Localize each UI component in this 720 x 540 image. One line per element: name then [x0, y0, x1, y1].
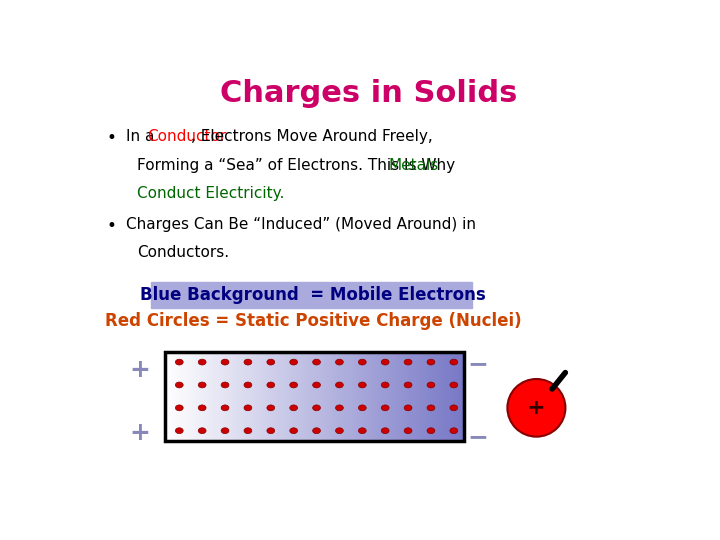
Text: Conduct Electricity.: Conduct Electricity.	[138, 186, 285, 201]
Circle shape	[382, 405, 389, 411]
Circle shape	[176, 428, 183, 434]
Circle shape	[312, 405, 320, 411]
Text: Metals: Metals	[389, 158, 438, 172]
Circle shape	[244, 405, 252, 411]
Circle shape	[198, 428, 206, 434]
Circle shape	[427, 382, 435, 388]
Circle shape	[221, 405, 229, 411]
Circle shape	[312, 359, 320, 365]
Text: , Electrons Move Around Freely,: , Electrons Move Around Freely,	[191, 129, 433, 144]
Text: +: +	[130, 421, 150, 445]
Circle shape	[382, 359, 389, 365]
Circle shape	[450, 382, 458, 388]
Circle shape	[382, 428, 389, 434]
Circle shape	[289, 428, 297, 434]
Circle shape	[176, 405, 183, 411]
Circle shape	[404, 359, 412, 365]
Circle shape	[427, 428, 435, 434]
Circle shape	[244, 359, 252, 365]
Circle shape	[176, 359, 183, 365]
Circle shape	[312, 428, 320, 434]
Circle shape	[404, 382, 412, 388]
Ellipse shape	[508, 379, 565, 437]
Text: •: •	[107, 129, 117, 147]
Circle shape	[427, 359, 435, 365]
Circle shape	[289, 359, 297, 365]
Circle shape	[404, 405, 412, 411]
Text: Conductors.: Conductors.	[138, 245, 230, 260]
Circle shape	[267, 382, 275, 388]
Circle shape	[382, 382, 389, 388]
Circle shape	[198, 405, 206, 411]
Circle shape	[244, 382, 252, 388]
Circle shape	[312, 382, 320, 388]
Circle shape	[450, 359, 458, 365]
Circle shape	[221, 382, 229, 388]
Circle shape	[289, 382, 297, 388]
Text: •: •	[107, 217, 117, 235]
Text: Charges Can Be “Induced” (Moved Around) in: Charges Can Be “Induced” (Moved Around) …	[126, 217, 476, 232]
Circle shape	[336, 359, 343, 365]
Circle shape	[359, 359, 366, 365]
Circle shape	[198, 359, 206, 365]
Text: Red Circles = Static Positive Charge (Nuclei): Red Circles = Static Positive Charge (Nu…	[105, 312, 521, 329]
Circle shape	[267, 428, 275, 434]
Circle shape	[289, 405, 297, 411]
Text: +: +	[130, 359, 150, 382]
FancyBboxPatch shape	[151, 282, 472, 308]
Circle shape	[244, 428, 252, 434]
Circle shape	[198, 382, 206, 388]
Circle shape	[267, 359, 275, 365]
Circle shape	[336, 428, 343, 434]
Circle shape	[404, 428, 412, 434]
Circle shape	[359, 428, 366, 434]
Text: Blue Background  = Mobile Electrons: Blue Background = Mobile Electrons	[140, 286, 486, 304]
Circle shape	[359, 405, 366, 411]
Text: In a: In a	[126, 129, 160, 144]
Circle shape	[221, 428, 229, 434]
Circle shape	[176, 382, 183, 388]
Circle shape	[336, 382, 343, 388]
Circle shape	[359, 382, 366, 388]
Text: Forming a “Sea” of Electrons. This Is Why: Forming a “Sea” of Electrons. This Is Wh…	[138, 158, 460, 172]
Text: +: +	[527, 398, 546, 418]
Text: Conductor: Conductor	[148, 129, 227, 144]
Bar	[166, 352, 464, 441]
Text: −: −	[467, 425, 488, 449]
Circle shape	[221, 359, 229, 365]
Circle shape	[427, 405, 435, 411]
Circle shape	[267, 405, 275, 411]
Text: Charges in Solids: Charges in Solids	[220, 79, 518, 109]
Circle shape	[450, 428, 458, 434]
Text: −: −	[467, 352, 488, 376]
Circle shape	[450, 405, 458, 411]
Circle shape	[336, 405, 343, 411]
